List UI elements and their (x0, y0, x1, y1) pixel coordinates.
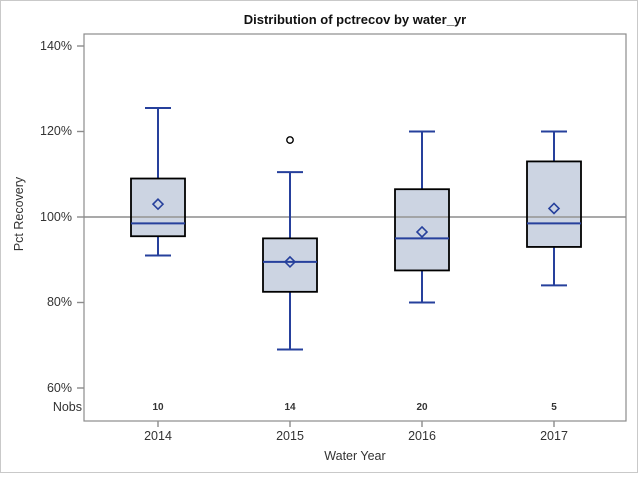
box-fill-2015 (263, 238, 317, 292)
mean-marker-2015 (283, 255, 297, 269)
x-tick-label: 2014 (144, 429, 172, 443)
nobs-value: 14 (284, 402, 296, 413)
y-tick-label: 100% (40, 209, 72, 224)
x-tick-label: 2017 (540, 429, 568, 443)
nobs-row-label: Nobs (52, 400, 82, 414)
chart-title: Distribution of pctrecov by water_yr (243, 12, 467, 27)
box-outline-2017 (526, 160, 582, 248)
mean-marker-2016 (415, 225, 429, 239)
mean-marker-2014 (151, 198, 165, 211)
box-outline-2016 (394, 188, 450, 272)
x-tick-label: 2015 (276, 429, 304, 443)
box-outline-2015 (262, 237, 318, 293)
x-axis-title: Water Year (324, 449, 386, 463)
y-tick-label: 140% (40, 38, 72, 53)
nobs-value: 5 (551, 402, 557, 413)
plot-frame (83, 33, 627, 422)
nobs-value: 10 (152, 402, 164, 413)
x-tick-label: 2016 (408, 429, 436, 443)
y-tick-label: 80% (46, 295, 72, 309)
mean-marker-2017 (547, 202, 561, 215)
y-tick-label: 60% (46, 380, 72, 395)
box-fill-2014 (131, 178, 185, 237)
box-fill-2016 (395, 189, 449, 271)
outlier-point-2015 (286, 136, 294, 144)
y-tick-label: 120% (40, 124, 72, 138)
nobs-value: 20 (416, 402, 428, 413)
box-outline-2014 (130, 177, 186, 238)
